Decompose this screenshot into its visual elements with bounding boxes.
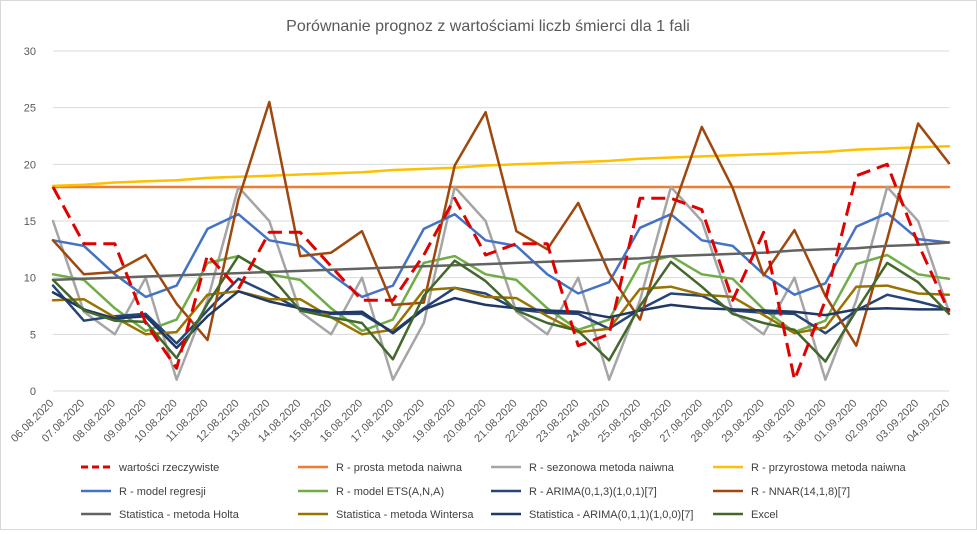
y-axis-ticks: 0 5 10 15 20 25 30 (24, 46, 36, 398)
legend-label: R - sezonowa metoda naiwna (529, 462, 675, 474)
legend-label: Statistica - metoda Holta (119, 509, 240, 521)
series-line-5 (51, 253, 951, 334)
series-line-6 (51, 277, 951, 345)
legend-label: R - model ETS(A,N,A) (336, 486, 444, 498)
legend-item: Statistica - metoda Wintersa (298, 509, 474, 521)
y-tick-label: 30 (24, 46, 36, 58)
series-line-10 (51, 290, 951, 350)
legend-item: R - model regresji (81, 486, 206, 498)
y-tick-label: 15 (24, 216, 36, 228)
series-line-3 (51, 144, 951, 188)
legend-item: R - NNAR(14,1,8)[7] (713, 486, 850, 498)
legend-label: wartości rzeczywiste (118, 462, 219, 474)
legend-item: R - ARIMA(0,1,3)(1,0,1)[7] (491, 486, 657, 498)
legend-label: R - ARIMA(0,1,3)(1,0,1)[7] (529, 486, 657, 498)
legend-label: Excel (751, 509, 778, 521)
chart-title: Porównanie prognoz z wartościami liczb ś… (286, 18, 690, 35)
y-tick-label: 20 (24, 159, 36, 171)
legend-label: Statistica - ARIMA(0,1,1)(1,0,0)[7] (529, 509, 693, 521)
legend-item: R - przyrostowa metoda naiwna (713, 462, 907, 474)
y-tick-label: 0 (30, 386, 36, 398)
legend-item: R - model ETS(A,N,A) (298, 486, 444, 498)
legend-item: wartości rzeczywiste (81, 462, 219, 474)
legend-item: Statistica - metoda Holta (81, 509, 240, 521)
legend-label: R - model regresji (119, 486, 206, 498)
legend-item: Excel (713, 509, 778, 521)
legend-label: R - prosta metoda naiwna (336, 462, 463, 474)
legend-label: Statistica - metoda Wintersa (336, 509, 474, 521)
y-tick-label: 5 (30, 329, 36, 341)
series-line-11 (51, 254, 951, 363)
legend-label: R - NNAR(14,1,8)[7] (751, 486, 850, 498)
series-group (51, 100, 951, 382)
x-axis-ticks: 06.08.202007.08.202008.08.202009.08.2020… (9, 397, 952, 444)
legend-item: R - prosta metoda naiwna (298, 462, 463, 474)
series-line-7 (51, 100, 951, 347)
legend: wartości rzeczywiste R - prosta metoda na… (81, 462, 907, 521)
series-line-0 (51, 162, 951, 382)
y-tick-label: 10 (24, 273, 36, 285)
series-line-4 (51, 211, 951, 299)
legend-label: R - przyrostowa metoda naiwna (751, 462, 907, 474)
legend-item: Statistica - ARIMA(0,1,1)(1,0,0)[7] (491, 509, 693, 521)
legend-item: R - sezonowa metoda naiwna (491, 462, 675, 474)
y-tick-label: 25 (24, 103, 36, 115)
series-line-8 (51, 241, 951, 282)
